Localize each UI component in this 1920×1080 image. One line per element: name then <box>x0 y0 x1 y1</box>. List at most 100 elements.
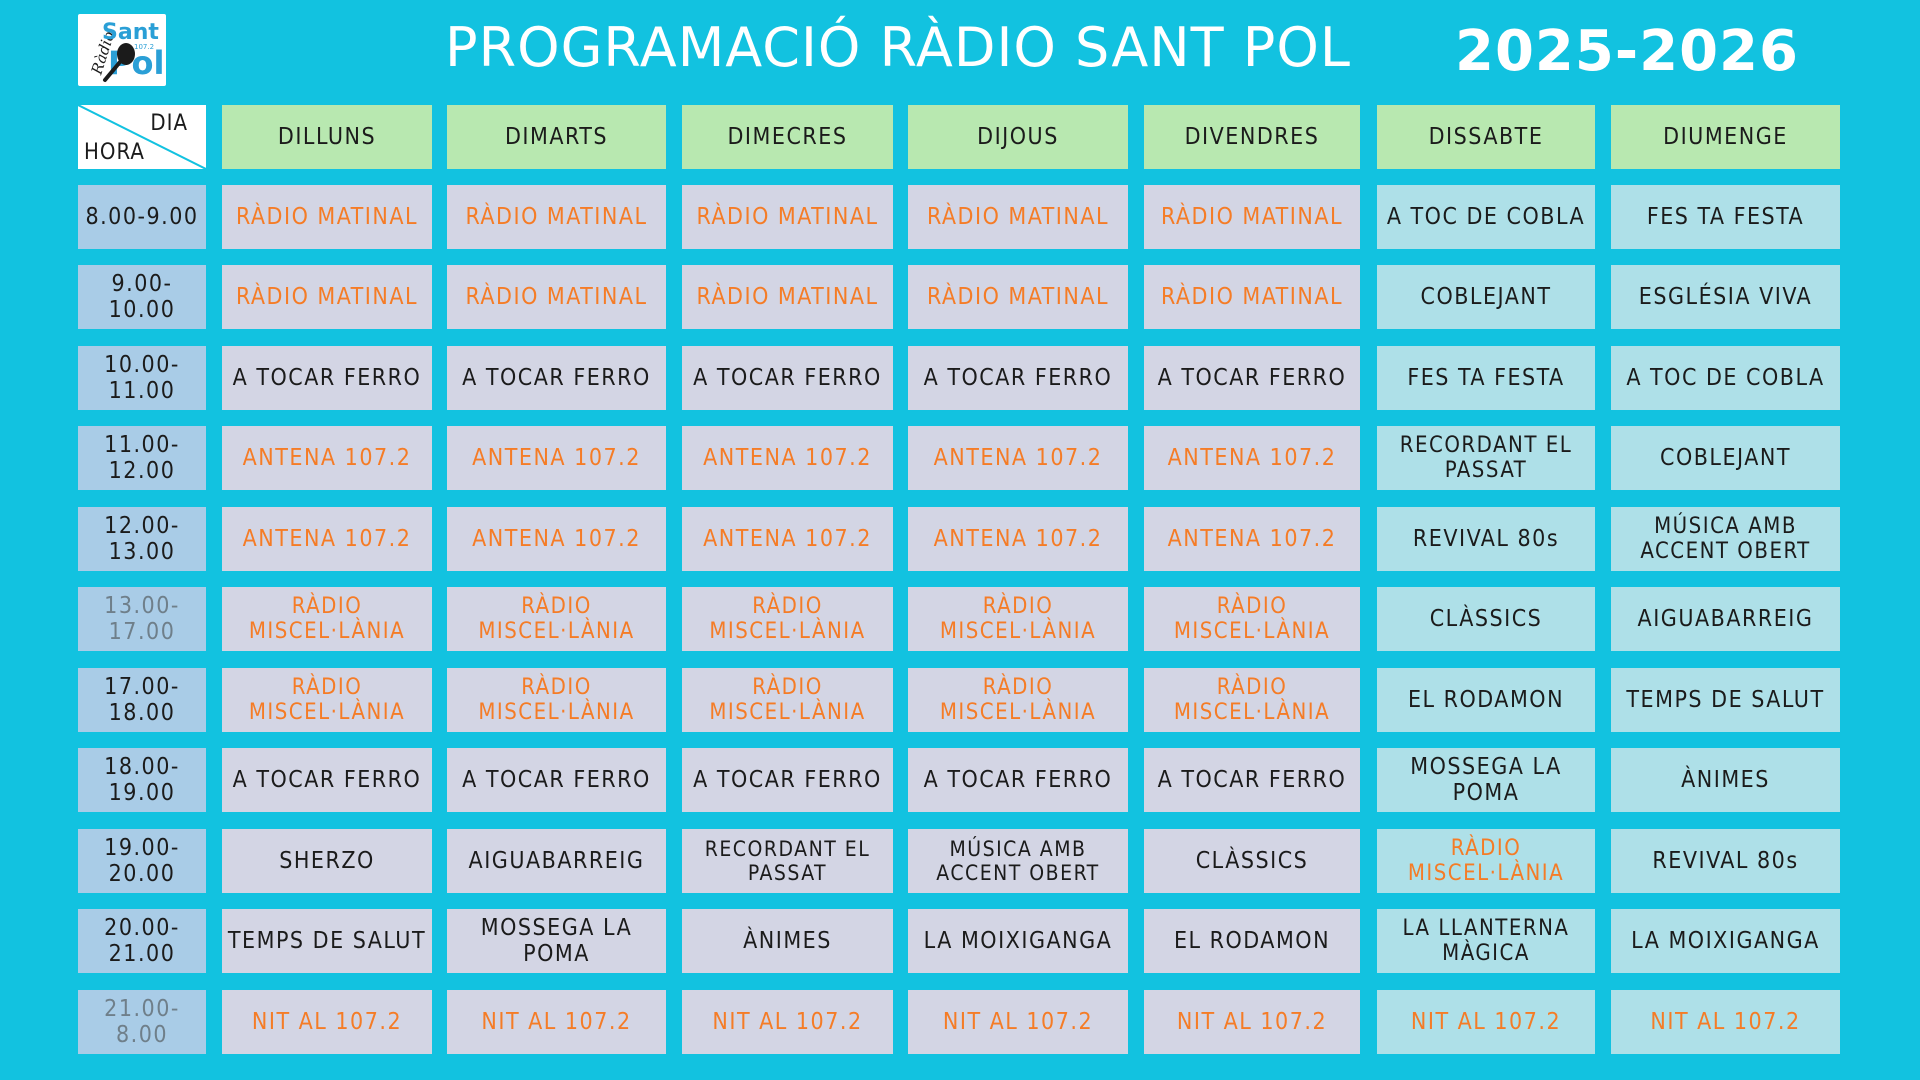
program-cell: RÀDIO MATINAL <box>682 265 893 329</box>
program-cell: RÀDIO MISCEL·LÀNIA <box>908 587 1128 651</box>
day-header-7: DIUMENGE <box>1611 105 1840 169</box>
program-cell: A TOCAR FERRO <box>908 346 1128 410</box>
hour-cell-2: 9.00-10.00 <box>78 265 206 329</box>
program-cell: A TOCAR FERRO <box>682 346 893 410</box>
program-cell: NIT AL 107.2 <box>1611 990 1840 1054</box>
logo-top-text: Sant <box>102 20 159 45</box>
program-cell: ANTENA 107.2 <box>222 507 432 571</box>
hour-cell-6: 13.00-17.00 <box>78 587 206 651</box>
logo-freq: 107.2 <box>134 43 154 51</box>
program-cell: RECORDANT EL PASSAT <box>682 829 893 893</box>
program-cell: NIT AL 107.2 <box>1144 990 1360 1054</box>
program-cell: FES TA FESTA <box>1377 346 1595 410</box>
hour-cell-1: 8.00-9.00 <box>78 185 206 249</box>
corner-hour-label: HORA <box>84 140 145 165</box>
program-cell: RÀDIO MATINAL <box>1144 185 1360 249</box>
program-cell: RÀDIO MISCEL·LÀNIA <box>1144 587 1360 651</box>
program-cell: COBLEJANT <box>1377 265 1595 329</box>
program-cell: A TOCAR FERRO <box>222 748 432 812</box>
program-cell: RÀDIO MATINAL <box>447 265 666 329</box>
radio-logo: Ràdio Sant Pol 107.2 <box>78 14 166 86</box>
program-cell: RÀDIO MATINAL <box>908 185 1128 249</box>
program-cell: RÀDIO MISCEL·LÀNIA <box>908 668 1128 732</box>
program-cell: ANTENA 107.2 <box>682 426 893 490</box>
program-cell: REVIVAL 80s <box>1611 829 1840 893</box>
day-header-2: DIMARTS <box>447 105 666 169</box>
program-cell: RÀDIO MISCEL·LÀNIA <box>682 668 893 732</box>
program-cell: AIGUABARREIG <box>447 829 666 893</box>
day-header-4: DIJOUS <box>908 105 1128 169</box>
program-cell: A TOCAR FERRO <box>447 346 666 410</box>
program-cell: ANTENA 107.2 <box>682 507 893 571</box>
program-cell: MOSSEGA LA POMA <box>447 909 666 973</box>
program-cell: LA LLANTERNA MÀGICA <box>1377 909 1595 973</box>
day-header-6: DISSABTE <box>1377 105 1595 169</box>
program-cell: ÀNIMES <box>682 909 893 973</box>
program-cell: MÚSICA AMB ACCENT OBERT <box>908 829 1128 893</box>
program-cell: REVIVAL 80s <box>1377 507 1595 571</box>
hour-cell-9: 19.00-20.00 <box>78 829 206 893</box>
program-cell: MOSSEGA LA POMA <box>1377 748 1595 812</box>
program-cell: ANTENA 107.2 <box>908 426 1128 490</box>
program-cell: FES TA FESTA <box>1611 185 1840 249</box>
season-year: 2025-2026 <box>1455 19 1799 84</box>
program-cell: NIT AL 107.2 <box>222 990 432 1054</box>
hour-cell-3: 10.00-11.00 <box>78 346 206 410</box>
program-cell: CLÀSSICS <box>1377 587 1595 651</box>
day-header-1: DILLUNS <box>222 105 432 169</box>
program-cell: RECORDANT EL PASSAT <box>1377 426 1595 490</box>
day-header-5: DIVENDRES <box>1144 105 1360 169</box>
program-cell: LA MOIXIGANGA <box>1611 909 1840 973</box>
program-cell: TEMPS DE SALUT <box>1611 668 1840 732</box>
program-cell: NIT AL 107.2 <box>447 990 666 1054</box>
program-cell: RÀDIO MISCEL·LÀNIA <box>1144 668 1360 732</box>
program-cell: MÚSICA AMB ACCENT OBERT <box>1611 507 1840 571</box>
program-cell: A TOCAR FERRO <box>908 748 1128 812</box>
program-cell: AIGUABARREIG <box>1611 587 1840 651</box>
program-cell: RÀDIO MISCEL·LÀNIA <box>447 668 666 732</box>
program-cell: ANTENA 107.2 <box>447 507 666 571</box>
program-cell: COBLEJANT <box>1611 426 1840 490</box>
program-cell: A TOCAR FERRO <box>682 748 893 812</box>
program-cell: RÀDIO MATINAL <box>222 265 432 329</box>
program-cell: NIT AL 107.2 <box>908 990 1128 1054</box>
program-cell: A TOCAR FERRO <box>222 346 432 410</box>
program-cell: RÀDIO MISCEL·LÀNIA <box>1377 829 1595 893</box>
hour-cell-11: 21.00-8.00 <box>78 990 206 1054</box>
corner-day-label: DIA <box>150 111 188 136</box>
hour-cell-8: 18.00-19.00 <box>78 748 206 812</box>
program-cell: RÀDIO MATINAL <box>222 185 432 249</box>
program-cell: TEMPS DE SALUT <box>222 909 432 973</box>
hour-cell-10: 20.00-21.00 <box>78 909 206 973</box>
program-cell: RÀDIO MISCEL·LÀNIA <box>222 587 432 651</box>
program-cell: A TOC DE COBLA <box>1377 185 1595 249</box>
microphone-icon <box>103 43 135 82</box>
program-cell: RÀDIO MISCEL·LÀNIA <box>222 668 432 732</box>
program-cell: NIT AL 107.2 <box>1377 990 1595 1054</box>
program-cell: ANTENA 107.2 <box>447 426 666 490</box>
hour-cell-4: 11.00-12.00 <box>78 426 206 490</box>
diagonal-divider <box>78 105 206 169</box>
program-cell: RÀDIO MATINAL <box>1144 265 1360 329</box>
program-cell: EL RODAMON <box>1377 668 1595 732</box>
program-cell: RÀDIO MATINAL <box>447 185 666 249</box>
program-cell: RÀDIO MATINAL <box>908 265 1128 329</box>
program-cell: ESGLÉSIA VIVA <box>1611 265 1840 329</box>
program-cell: RÀDIO MISCEL·LÀNIA <box>682 587 893 651</box>
program-cell: A TOCAR FERRO <box>1144 346 1360 410</box>
program-cell: RÀDIO MISCEL·LÀNIA <box>447 587 666 651</box>
program-cell: ANTENA 107.2 <box>1144 507 1360 571</box>
program-cell: ANTENA 107.2 <box>1144 426 1360 490</box>
program-cell: ANTENA 107.2 <box>908 507 1128 571</box>
hour-cell-7: 17.00-18.00 <box>78 668 206 732</box>
program-cell: ÀNIMES <box>1611 748 1840 812</box>
program-cell: LA MOIXIGANGA <box>908 909 1128 973</box>
program-cell: A TOC DE COBLA <box>1611 346 1840 410</box>
corner-header: DIA HORA <box>78 105 206 169</box>
page-title: PROGRAMACIÓ RÀDIO SANT POL <box>445 16 1351 79</box>
program-cell: A TOCAR FERRO <box>447 748 666 812</box>
program-cell: ANTENA 107.2 <box>222 426 432 490</box>
program-cell: CLÀSSICS <box>1144 829 1360 893</box>
program-cell: A TOCAR FERRO <box>1144 748 1360 812</box>
program-cell: SHERZO <box>222 829 432 893</box>
